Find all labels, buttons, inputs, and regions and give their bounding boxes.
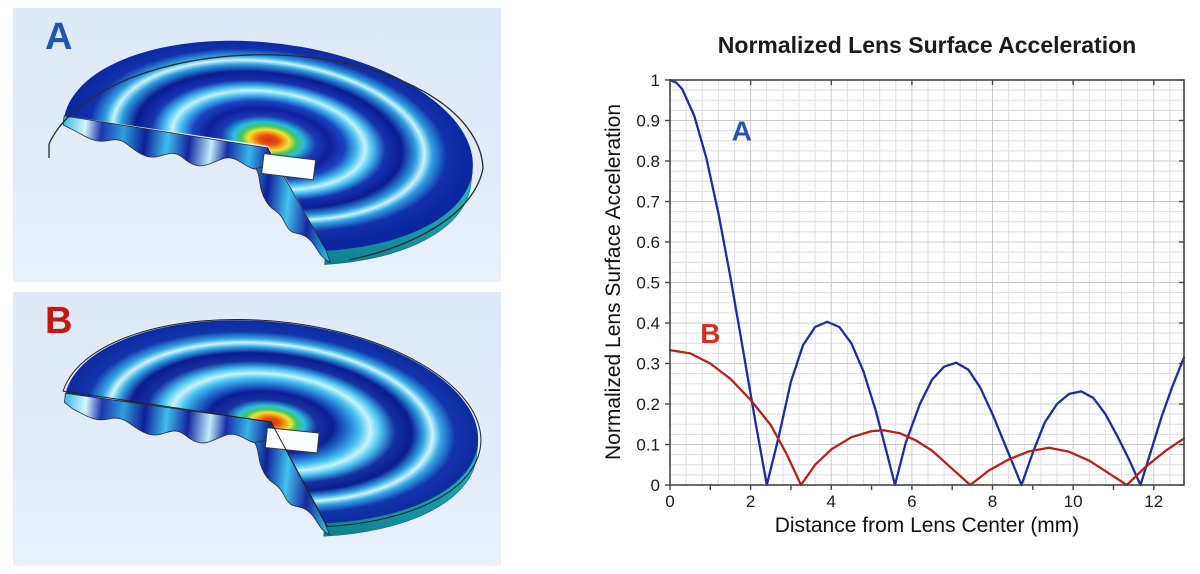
x-tick-label: 6	[907, 492, 916, 511]
cut-wall-left	[62, 115, 269, 170]
y-tick-label: 1	[651, 71, 660, 90]
x-tick-label: 8	[988, 492, 997, 511]
chart-x-axis-label: Distance from Lens Center (mm)	[774, 514, 1080, 537]
y-tick-label: 0.5	[636, 274, 660, 293]
lens-figure-a: A	[13, 8, 501, 282]
series-a-curve	[668, 78, 1186, 487]
y-tick-label: 0.8	[636, 152, 660, 171]
cut-wall-right	[255, 146, 331, 264]
cut-wall-left	[64, 392, 272, 444]
y-tick-label: 0	[651, 476, 660, 495]
lens-body-a	[62, 40, 473, 265]
x-tick-label: 4	[827, 492, 836, 511]
y-tick-label: 0.4	[636, 314, 660, 333]
lens-body-b	[62, 318, 482, 537]
series-b-curve	[668, 348, 1186, 487]
lens-render-a	[13, 8, 501, 282]
x-tick-label: 10	[1064, 492, 1083, 511]
chart-y-axis-label: Normalized Lens Surface Acceleration	[602, 104, 625, 461]
y-tick-label: 0.7	[636, 193, 660, 212]
x-tick-label: 12	[1144, 492, 1163, 511]
wireframe-outline-b	[62, 318, 482, 527]
wireframe-outline-a	[48, 54, 484, 261]
chart-title: Normalized Lens Surface Acceleration	[717, 32, 1137, 58]
lens-render-b	[13, 292, 501, 566]
x-tick-label: 0	[665, 492, 674, 511]
y-tick-label: 0.2	[636, 395, 660, 414]
y-tick-label: 0.9	[636, 112, 660, 131]
center-step-notch	[264, 427, 320, 454]
annotation-a: A	[732, 116, 752, 147]
figure-b-label: B	[45, 300, 73, 342]
cut-wall-right	[254, 420, 331, 536]
acceleration-chart: 0 2 4 6 8 10 12 0 0.1 0.2 0.3 0.4 0.5 0.6 0.7 0.8 0.9 1 A B…	[596, 28, 1200, 574]
chart-canvas: 0 2 4 6 8 10 12 0 0.1 0.2 0.3 0.4 0.5 0.6 0.7 0.8 0.9 1 A B	[636, 71, 1186, 511]
x-tick-label: 2	[746, 492, 755, 511]
y-tick-label: 0.1	[636, 436, 660, 455]
y-tick-label: 0.6	[636, 233, 660, 252]
annotation-b: B	[700, 318, 720, 349]
lens-surface	[64, 40, 473, 251]
y-tick-label: 0.3	[636, 355, 660, 374]
figure-a-label: A	[45, 16, 73, 58]
lens-surface	[65, 320, 479, 524]
lens-figure-b: B	[13, 292, 501, 566]
center-step-notch	[261, 153, 317, 181]
